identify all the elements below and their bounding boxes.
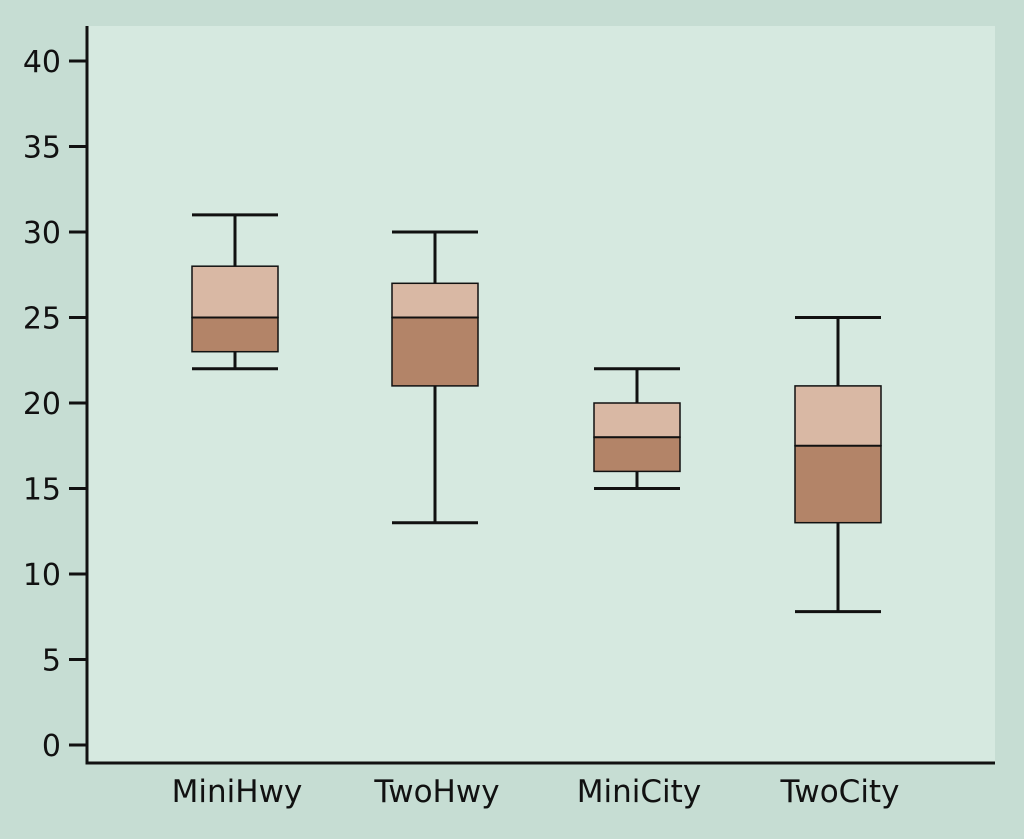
box-twocity	[794, 316, 882, 614]
lower-box	[593, 436, 681, 473]
y-tick-label: 30	[23, 216, 61, 251]
y-tick-label: 10	[23, 558, 61, 593]
y-tick-label: 35	[23, 131, 61, 166]
labels-layer: 0 5 10 15 20 25 30 35 40 MiniHwy TwoHwy MiniCity Two…	[23, 45, 900, 810]
lower-box	[794, 445, 882, 524]
box-minihwy	[191, 213, 279, 371]
box-twohwy	[391, 230, 479, 525]
upper-box	[593, 402, 681, 438]
lower-box	[391, 316, 479, 387]
y-tick-label: 0	[42, 729, 61, 764]
upper-box	[191, 265, 279, 319]
upper-box	[391, 282, 479, 319]
lower-box	[191, 316, 279, 353]
y-tick-label: 40	[23, 45, 61, 80]
x-category-label-minihwy: MiniHwy	[172, 774, 303, 810]
boxes-layer	[191, 213, 882, 614]
upper-box	[794, 385, 882, 447]
y-tick-label: 5	[42, 644, 61, 679]
y-tick-label: 25	[23, 302, 61, 337]
x-category-label-twohwy: TwoHwy	[373, 774, 499, 810]
y-tick-label: 20	[23, 387, 61, 422]
x-category-label-twocity: TwoCity	[780, 774, 900, 810]
box-minicity	[593, 367, 681, 490]
x-category-label-minicity: MiniCity	[577, 774, 701, 810]
y-tick-label: 15	[23, 473, 61, 508]
axes-layer	[69, 26, 995, 765]
